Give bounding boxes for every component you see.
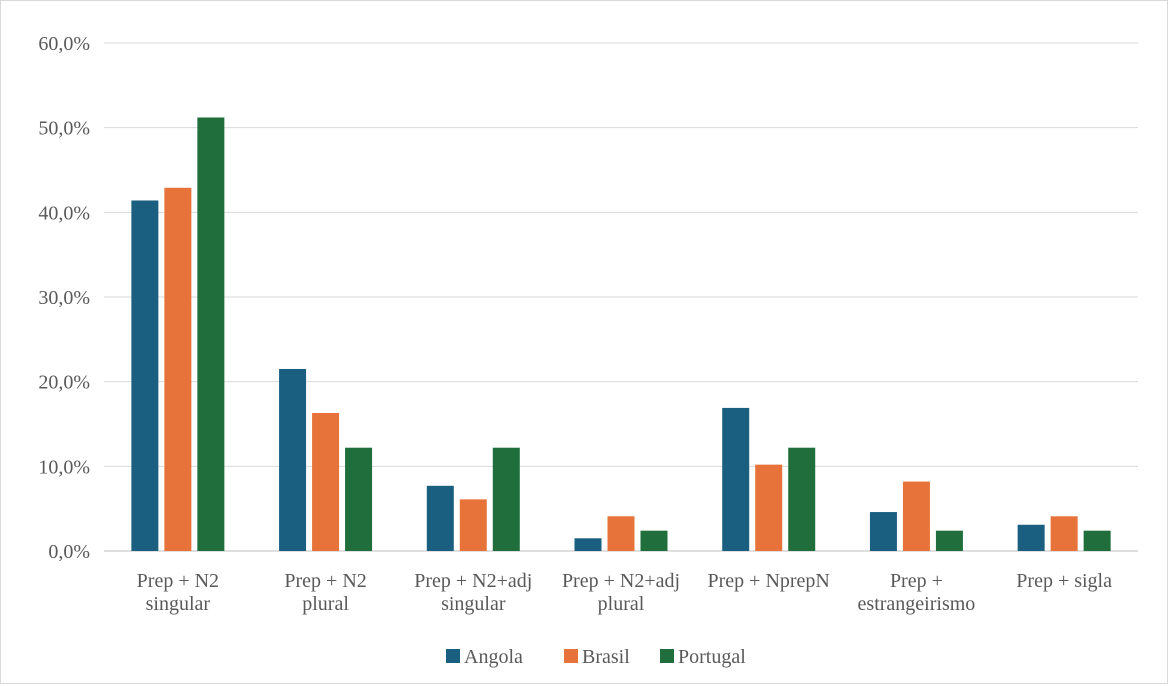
bar-angola: [279, 368, 307, 551]
y-tick-label: 30,0%: [38, 287, 90, 309]
bar-portugal: [197, 117, 225, 552]
bars: [131, 117, 1111, 552]
legend-label-angola: Angola: [464, 646, 523, 668]
bar-brasil: [459, 499, 487, 551]
legend: Angola Brasil Portugal: [446, 646, 746, 668]
bar-portugal: [788, 447, 816, 551]
legend-label-brasil: Brasil: [582, 646, 630, 668]
bar-angola: [722, 407, 750, 551]
x-axis-labels: Prep + N2 singular Prep + N2 plural Prep + N…: [137, 570, 1112, 615]
category-label: Prep + estrangeirismo: [858, 570, 976, 615]
legend-swatch-brasil: [564, 649, 578, 663]
category-label: Prep + N2+adj plural: [562, 570, 680, 615]
y-tick-label: 20,0%: [38, 372, 90, 394]
bar-portugal: [492, 447, 520, 551]
bar-angola: [1017, 524, 1045, 551]
bar-angola: [426, 485, 454, 551]
y-axis-ticks: 0,0% 10,0% 20,0% 30,0% 40,0% 50,0% 60,0%: [38, 33, 90, 563]
bar-portugal: [640, 530, 668, 551]
y-tick-label: 10,0%: [38, 456, 90, 478]
bar-angola: [574, 538, 602, 551]
bar-brasil: [164, 187, 192, 551]
bar-portugal: [1083, 530, 1111, 551]
bar-brasil: [1050, 516, 1078, 551]
category-label: Prep + N2 singular: [137, 570, 219, 615]
bar-brasil: [755, 464, 783, 551]
bar-angola: [131, 200, 159, 552]
category-label: Prep + N2+adj singular: [414, 570, 532, 615]
bar-brasil: [607, 516, 635, 551]
y-tick-label: 50,0%: [38, 118, 90, 140]
bar-brasil: [312, 412, 340, 551]
legend-swatch-portugal: [660, 649, 674, 663]
category-label: Prep + NprepN: [708, 570, 830, 592]
bar-angola: [869, 512, 897, 551]
category-label: Prep + sigla: [1016, 570, 1112, 592]
y-tick-label: 0,0%: [48, 541, 90, 563]
bar-brasil: [902, 481, 930, 551]
bar-portugal: [935, 530, 963, 551]
gridlines: [104, 42, 1138, 552]
legend-swatch-angola: [446, 649, 460, 663]
bar-portugal: [345, 447, 373, 551]
y-tick-label: 40,0%: [38, 202, 90, 224]
y-tick-label: 60,0%: [38, 33, 90, 55]
legend-label-portugal: Portugal: [678, 646, 746, 668]
category-label: Prep + N2 plural: [284, 570, 366, 615]
